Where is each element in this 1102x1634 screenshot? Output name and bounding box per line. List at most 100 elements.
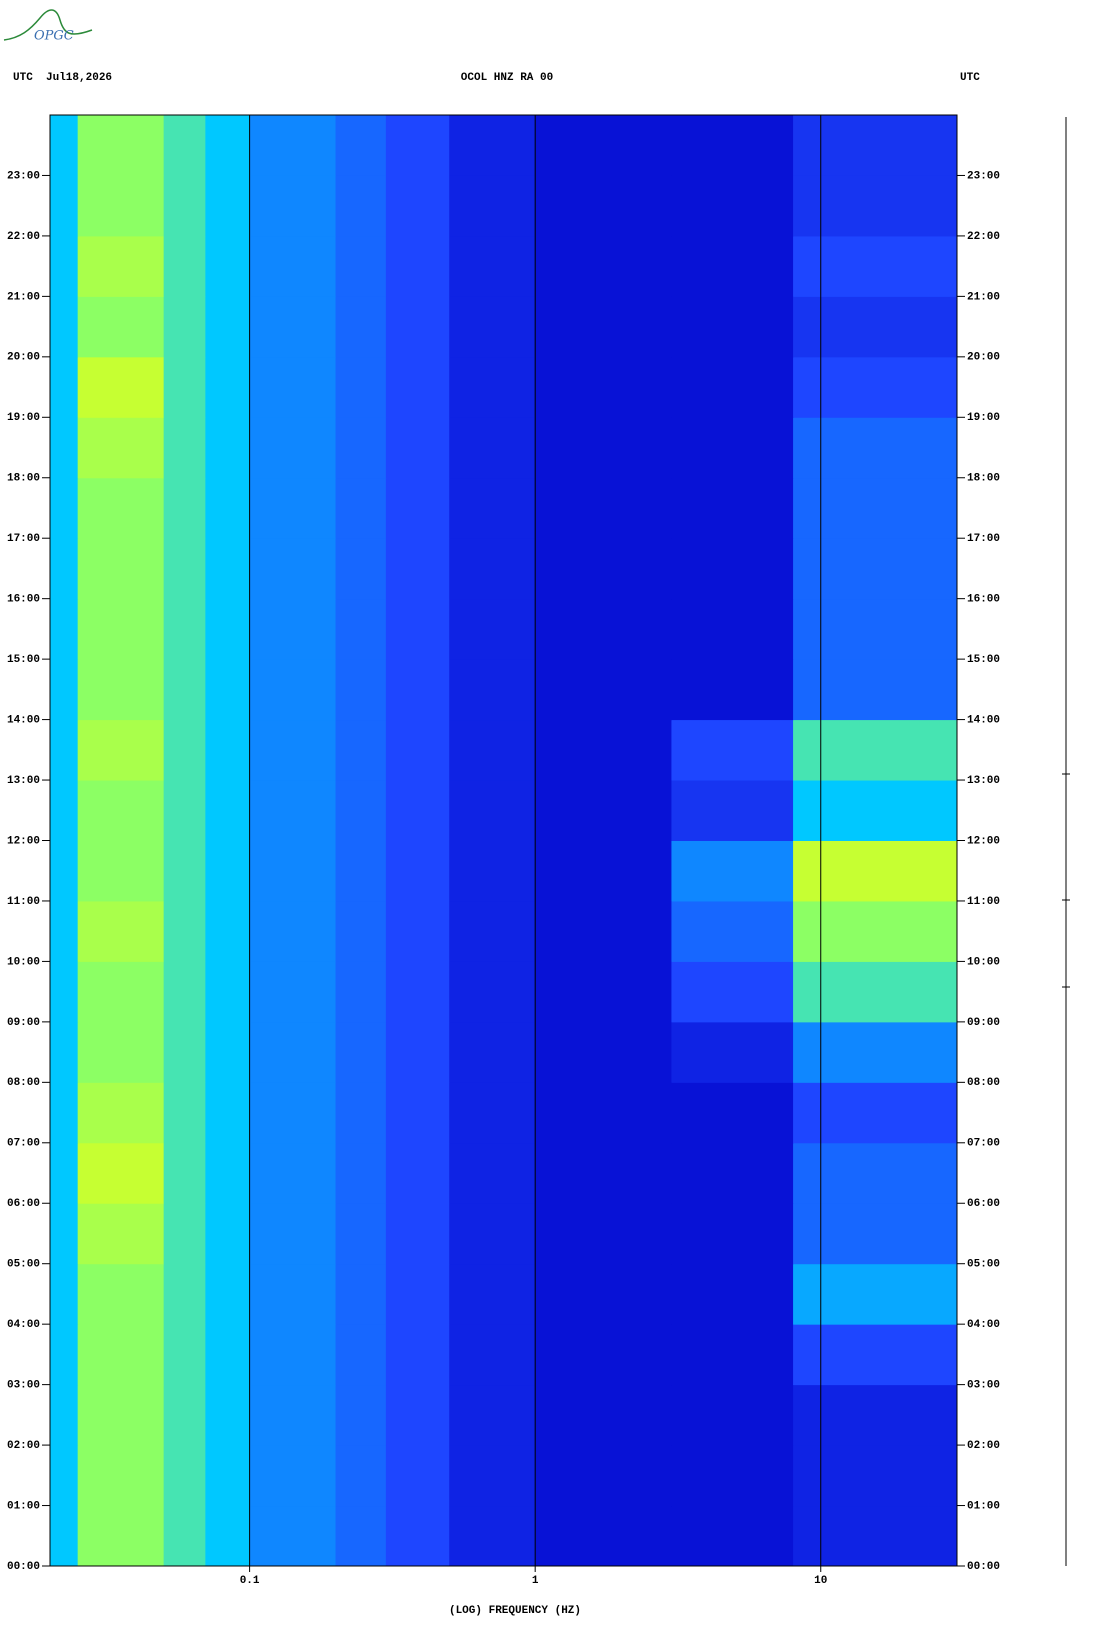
cell (249, 659, 337, 721)
cell (205, 356, 251, 418)
cell (335, 1021, 387, 1083)
cell (671, 598, 794, 660)
cell (335, 1505, 387, 1567)
cell (535, 1445, 672, 1507)
header-left: UTC Jul18,2026 (13, 72, 112, 84)
cell (385, 1263, 450, 1325)
y-tick-label: 01:00 (7, 1500, 40, 1512)
y-tick-label: 23:00 (7, 170, 40, 182)
cell (50, 1082, 79, 1144)
cell (385, 780, 450, 841)
cell (205, 961, 251, 1023)
cell (535, 780, 672, 841)
cell (50, 1505, 79, 1567)
y-tick-label: 01:00 (967, 1500, 1000, 1512)
y-tick-label: 12:00 (7, 835, 40, 847)
cell (385, 1142, 450, 1204)
cell (50, 900, 79, 962)
cell (249, 235, 337, 297)
cell (535, 296, 672, 358)
cell (671, 538, 794, 600)
cell (50, 840, 79, 902)
cell (163, 1324, 206, 1386)
cell (249, 1445, 337, 1507)
y-tick-label: 00:00 (7, 1561, 40, 1573)
cell (163, 1505, 206, 1567)
cell (385, 840, 450, 902)
y-tick-label: 11:00 (967, 896, 1000, 908)
cell (335, 356, 387, 418)
cell (77, 780, 165, 841)
cell (671, 961, 794, 1023)
cell (793, 296, 958, 358)
logo: OPGC (34, 29, 74, 44)
cell (77, 1384, 165, 1446)
cell (535, 477, 672, 539)
cell (793, 840, 958, 902)
cell (163, 780, 206, 841)
cell (50, 477, 79, 539)
cell (335, 175, 387, 237)
cell (671, 1505, 794, 1567)
cell (793, 659, 958, 721)
cell (793, 1384, 958, 1446)
cell (449, 356, 536, 418)
cell (163, 115, 206, 176)
y-tick-label: 04:00 (7, 1319, 40, 1331)
cell (793, 1263, 958, 1325)
cell (793, 900, 958, 962)
cell (793, 356, 958, 418)
cell (671, 1324, 794, 1386)
cell (449, 961, 536, 1023)
cell (77, 1142, 165, 1204)
cell (249, 1324, 337, 1386)
cell (50, 235, 79, 297)
cell (335, 961, 387, 1023)
cell (77, 1082, 165, 1144)
cell (535, 1505, 672, 1567)
cell (449, 1384, 536, 1446)
cell (249, 477, 337, 539)
cell (535, 175, 672, 237)
cell (335, 780, 387, 841)
y-tick-label: 07:00 (7, 1138, 40, 1150)
cell (449, 296, 536, 358)
cell (535, 719, 672, 781)
y-tick-label: 02:00 (7, 1440, 40, 1452)
cell (449, 1445, 536, 1507)
cell (205, 296, 251, 358)
y-tick-label: 22:00 (7, 231, 40, 243)
cell (793, 961, 958, 1023)
y-tick-label: 08:00 (967, 1077, 1000, 1089)
cell (50, 296, 79, 358)
cell (163, 719, 206, 781)
cell (163, 356, 206, 418)
cell (249, 1203, 337, 1265)
cell (50, 1324, 79, 1386)
cell (449, 900, 536, 962)
y-tick-label: 15:00 (967, 654, 1000, 666)
cell (535, 1263, 672, 1325)
cell (77, 417, 165, 479)
cell (449, 840, 536, 902)
cell (671, 477, 794, 539)
cell (793, 598, 958, 660)
cell (50, 659, 79, 721)
cell (249, 115, 337, 176)
cell (77, 659, 165, 721)
y-tick-label: 02:00 (967, 1440, 1000, 1452)
cell (50, 1142, 79, 1204)
cell (205, 780, 251, 841)
cell (449, 719, 536, 781)
cell (535, 1203, 672, 1265)
y-tick-label: 20:00 (7, 352, 40, 364)
cell (385, 1021, 450, 1083)
cell (77, 840, 165, 902)
x-tick-label: 10 (814, 1575, 827, 1587)
cell (793, 477, 958, 539)
cell (77, 1021, 165, 1083)
cell (535, 1021, 672, 1083)
y-tick-label: 03:00 (7, 1380, 40, 1392)
y-tick-label: 19:00 (7, 412, 40, 424)
cell (77, 1203, 165, 1265)
